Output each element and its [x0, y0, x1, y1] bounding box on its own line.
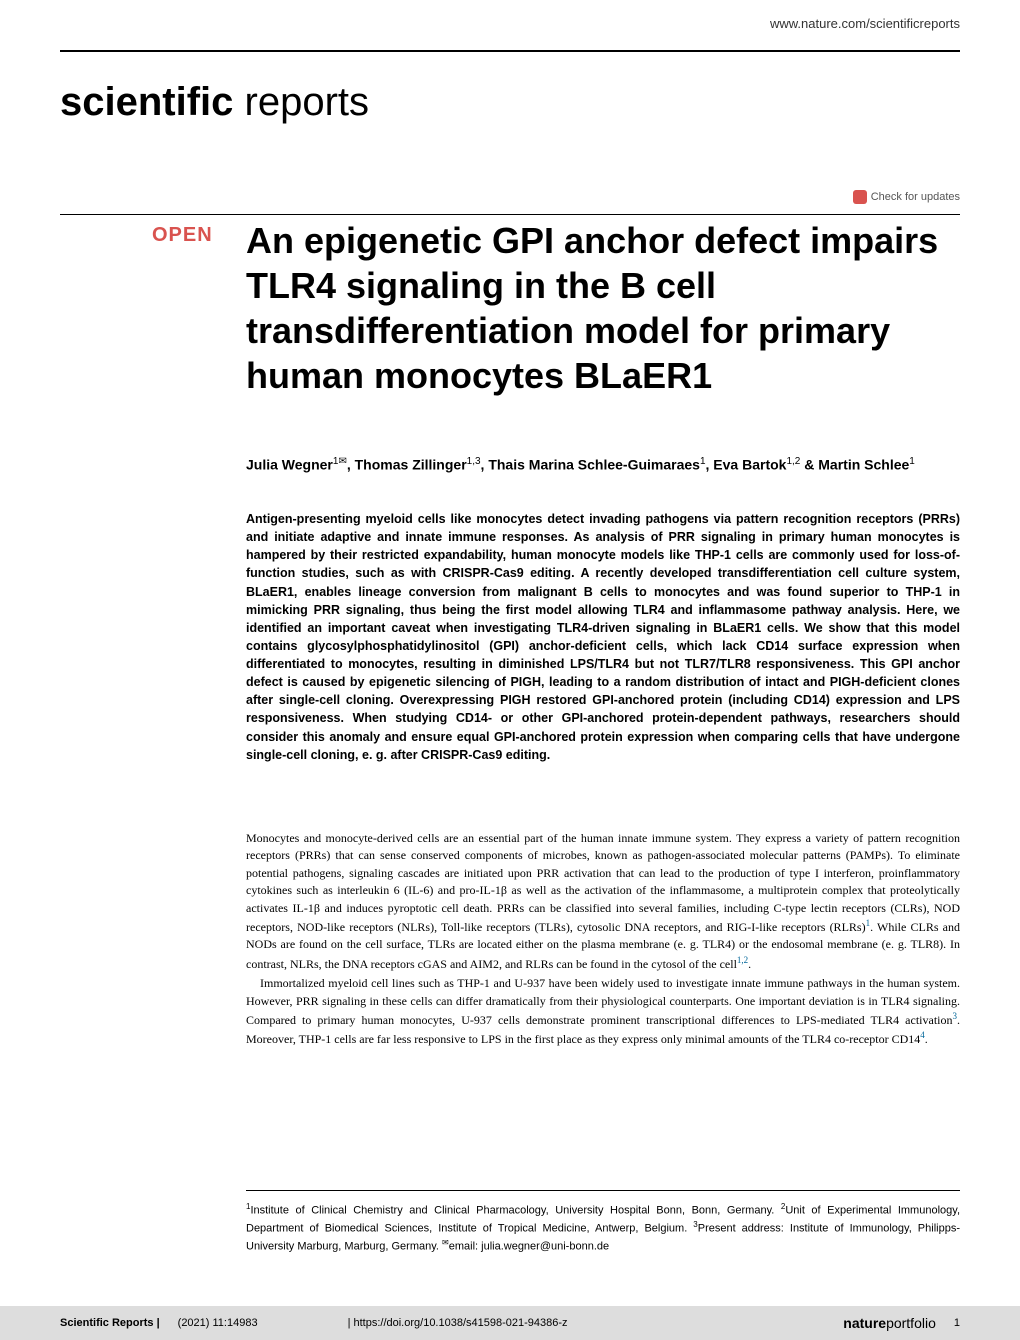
check-updates-button[interactable]: Check for updates — [853, 190, 960, 204]
body-paragraph-1: Monocytes and monocyte-derived cells are… — [246, 830, 960, 973]
open-access-badge: OPEN — [152, 224, 213, 247]
journal-logo-light: reports — [233, 80, 369, 124]
check-updates-icon — [853, 190, 867, 204]
abstract-text: Antigen-presenting myeloid cells like mo… — [246, 510, 960, 764]
affiliations: 1Institute of Clinical Chemistry and Cli… — [246, 1190, 960, 1255]
journal-logo: scientific reports — [60, 80, 369, 125]
page-footer: Scientific Reports | (2021) 11:14983 | h… — [0, 1306, 1020, 1340]
top-rule — [60, 50, 960, 52]
body-text: Monocytes and monocyte-derived cells are… — [246, 830, 960, 1051]
body-paragraph-2: Immortalized myeloid cell lines such as … — [246, 975, 960, 1049]
footer-right: natureportfolio 1 — [843, 1315, 960, 1331]
footer-page-number: 1 — [954, 1317, 960, 1329]
title-rule — [60, 214, 960, 215]
authors-list: Julia Wegner1✉, Thomas Zillinger1,3, Tha… — [246, 454, 960, 476]
footer-issue: (2021) 11:14983 — [178, 1317, 258, 1329]
journal-logo-bold: scientific — [60, 80, 233, 124]
journal-url: www.nature.com/scientificreports — [770, 16, 960, 31]
citation-ref[interactable]: 1,2 — [737, 955, 748, 965]
footer-journal: Scientific Reports | — [60, 1317, 160, 1329]
footer-portfolio-logo: natureportfolio — [843, 1315, 936, 1331]
check-updates-label: Check for updates — [871, 191, 960, 203]
footer-doi: | https://doi.org/10.1038/s41598-021-943… — [348, 1317, 568, 1329]
article-title: An epigenetic GPI anchor defect impairs … — [246, 218, 960, 398]
